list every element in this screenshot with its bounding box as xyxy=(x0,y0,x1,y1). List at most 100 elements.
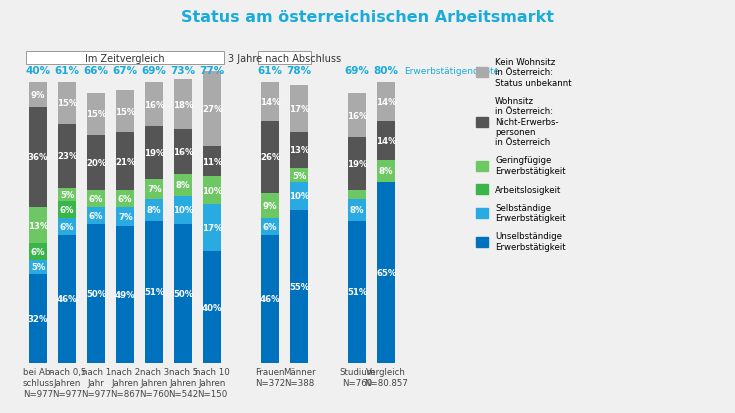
Text: 14%: 14% xyxy=(260,97,281,107)
Text: 9%: 9% xyxy=(31,91,46,100)
Bar xyxy=(203,177,221,205)
Bar xyxy=(87,94,105,135)
Bar xyxy=(87,135,105,191)
Bar xyxy=(116,133,135,191)
Bar xyxy=(377,121,395,160)
Bar xyxy=(29,260,47,274)
Text: 73%: 73% xyxy=(171,66,196,76)
Bar xyxy=(116,91,135,133)
Text: 3 Jahre nach Abschluss: 3 Jahre nach Abschluss xyxy=(228,53,341,64)
Text: 78%: 78% xyxy=(287,66,312,76)
Bar xyxy=(58,124,76,188)
Legend: Kein Wohnsitz
in Österreich:
Status unbekannt, Wohnsitz
in Österreich:
Nicht-Erw: Kein Wohnsitz in Österreich: Status unbe… xyxy=(476,58,572,251)
Text: 69%: 69% xyxy=(345,66,370,76)
Text: 7%: 7% xyxy=(118,213,132,222)
Bar xyxy=(29,274,47,363)
Text: 51%: 51% xyxy=(144,287,165,297)
Text: 20%: 20% xyxy=(86,159,107,168)
Bar xyxy=(29,207,47,244)
Text: Im Zeitvergleich: Im Zeitvergleich xyxy=(85,53,165,64)
Text: 9%: 9% xyxy=(263,202,278,211)
Bar xyxy=(377,160,395,183)
Bar xyxy=(58,218,76,235)
Text: 10%: 10% xyxy=(173,206,193,215)
Bar xyxy=(174,197,192,224)
Bar xyxy=(261,83,279,121)
Bar xyxy=(174,130,192,174)
Bar xyxy=(377,83,395,121)
Text: 16%: 16% xyxy=(144,100,165,109)
Bar xyxy=(116,227,135,363)
Text: 61%: 61% xyxy=(54,66,79,76)
Text: 15%: 15% xyxy=(57,99,77,108)
Bar xyxy=(58,188,76,202)
Text: 69%: 69% xyxy=(142,66,167,76)
Text: 8%: 8% xyxy=(176,181,190,190)
Text: 10%: 10% xyxy=(289,192,309,201)
Text: 67%: 67% xyxy=(112,66,137,76)
Text: 46%: 46% xyxy=(57,294,77,304)
Bar xyxy=(87,207,105,224)
Text: 16%: 16% xyxy=(173,147,193,157)
Text: 21%: 21% xyxy=(115,157,135,166)
Bar xyxy=(116,207,135,227)
Text: 36%: 36% xyxy=(28,153,49,162)
Text: 6%: 6% xyxy=(60,222,74,231)
Text: 8%: 8% xyxy=(379,167,393,176)
Text: 14%: 14% xyxy=(376,136,397,145)
Text: 5%: 5% xyxy=(31,263,46,272)
Bar xyxy=(146,199,163,221)
Text: 55%: 55% xyxy=(289,282,309,291)
Bar xyxy=(174,174,192,197)
Bar xyxy=(203,205,221,252)
Text: 6%: 6% xyxy=(89,195,104,204)
Bar xyxy=(203,147,221,177)
Text: 17%: 17% xyxy=(202,224,223,233)
Text: 16%: 16% xyxy=(347,112,368,121)
Bar xyxy=(58,235,76,363)
Text: 13%: 13% xyxy=(289,146,309,155)
Text: 10%: 10% xyxy=(202,186,223,195)
Text: 61%: 61% xyxy=(258,66,283,76)
Bar xyxy=(348,138,366,191)
Bar xyxy=(58,83,76,124)
Bar xyxy=(146,221,163,363)
Text: 11%: 11% xyxy=(202,157,223,166)
Bar xyxy=(29,83,47,108)
Text: 5%: 5% xyxy=(292,171,306,180)
Bar xyxy=(261,235,279,363)
Text: 66%: 66% xyxy=(84,66,109,76)
FancyBboxPatch shape xyxy=(258,52,311,65)
Bar xyxy=(203,71,221,147)
Text: 6%: 6% xyxy=(60,206,74,215)
Text: 80%: 80% xyxy=(373,66,398,76)
Bar xyxy=(290,169,308,183)
Text: 18%: 18% xyxy=(173,100,193,109)
Text: 77%: 77% xyxy=(200,66,225,76)
Bar xyxy=(146,127,163,180)
Bar xyxy=(146,180,163,199)
FancyBboxPatch shape xyxy=(26,52,224,65)
Bar xyxy=(174,80,192,130)
Text: 15%: 15% xyxy=(115,107,135,116)
Text: Erwerbstätigenquote: Erwerbstätigenquote xyxy=(404,67,499,76)
Text: 27%: 27% xyxy=(202,104,223,114)
Text: 40%: 40% xyxy=(202,303,223,312)
Text: 23%: 23% xyxy=(57,152,77,161)
Bar xyxy=(348,191,366,199)
Text: 49%: 49% xyxy=(115,290,135,299)
Text: 6%: 6% xyxy=(89,211,104,220)
Bar xyxy=(348,221,366,363)
Bar xyxy=(87,224,105,363)
Bar xyxy=(261,194,279,218)
Text: 26%: 26% xyxy=(260,153,281,162)
Bar xyxy=(174,224,192,363)
Bar xyxy=(377,183,395,363)
Text: 19%: 19% xyxy=(144,149,165,158)
Text: 13%: 13% xyxy=(28,221,49,230)
Bar xyxy=(290,133,308,169)
Text: 50%: 50% xyxy=(86,289,107,298)
Text: 19%: 19% xyxy=(347,160,368,169)
Text: 40%: 40% xyxy=(26,66,51,76)
Text: 8%: 8% xyxy=(147,206,162,215)
